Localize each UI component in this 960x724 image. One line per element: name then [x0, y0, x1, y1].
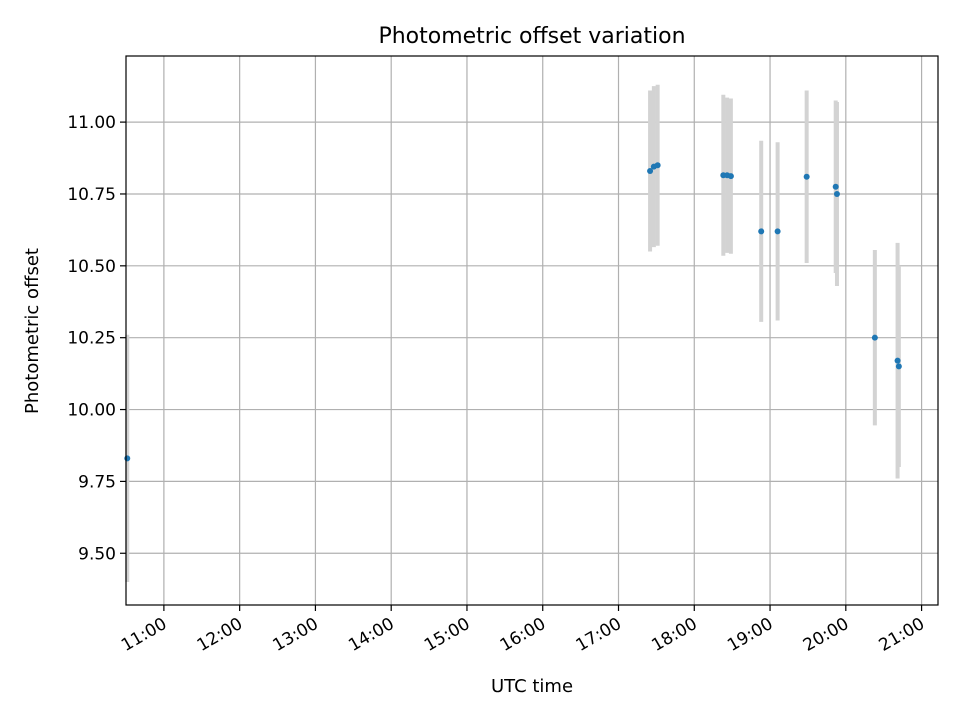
x-tick-label: 15:00: [421, 614, 473, 656]
y-tick-label: 9.50: [78, 544, 116, 564]
data-point: [833, 190, 840, 197]
x-tick-label: 12:00: [194, 614, 246, 656]
x-tick-label: 18:00: [648, 614, 700, 656]
data-point: [774, 228, 781, 235]
grid: [126, 56, 938, 605]
data-point: [895, 363, 902, 370]
chart-title: Photometric offset variation: [378, 24, 685, 49]
x-tick-label: 19:00: [724, 614, 776, 656]
plot-area-frame: [125, 55, 939, 606]
x-axis-label: UTC time: [491, 676, 573, 697]
data-point: [803, 173, 810, 180]
data-point: [124, 455, 131, 462]
data-point: [647, 167, 654, 174]
data-point: [727, 173, 734, 180]
x-tick-label: 20:00: [800, 614, 852, 656]
y-tick-label: 10.50: [67, 257, 116, 277]
data-point: [654, 162, 661, 169]
data-point: [871, 334, 878, 341]
x-tick-label: 16:00: [497, 614, 549, 656]
y-tick-label: 11.00: [67, 113, 116, 133]
error-bars: [125, 84, 901, 583]
x-axis-ticks: 11:00 12:00 13:00 14:00 15:00 16:00 17:00 18:00…: [118, 605, 928, 656]
x-tick-label: 17:00: [573, 614, 625, 656]
data-point: [832, 183, 839, 190]
y-tick-label: 10.25: [67, 329, 116, 349]
x-tick-label: 11:00: [118, 614, 170, 656]
x-tick-label: 14:00: [345, 614, 397, 656]
y-axis-ticks: 9.50 9.75 10.00 10.25 10.50 10.75 11.00: [67, 113, 126, 564]
y-axis-label: Photometric offset: [22, 248, 43, 414]
x-tick-label: 21:00: [876, 614, 928, 656]
y-tick-label: 10.75: [67, 185, 116, 205]
y-tick-label: 10.00: [67, 401, 116, 421]
y-tick-label: 9.75: [78, 472, 116, 492]
data-point: [758, 228, 765, 235]
data-points: [124, 162, 902, 462]
data-point: [894, 357, 901, 364]
x-tick-label: 13:00: [269, 614, 321, 656]
